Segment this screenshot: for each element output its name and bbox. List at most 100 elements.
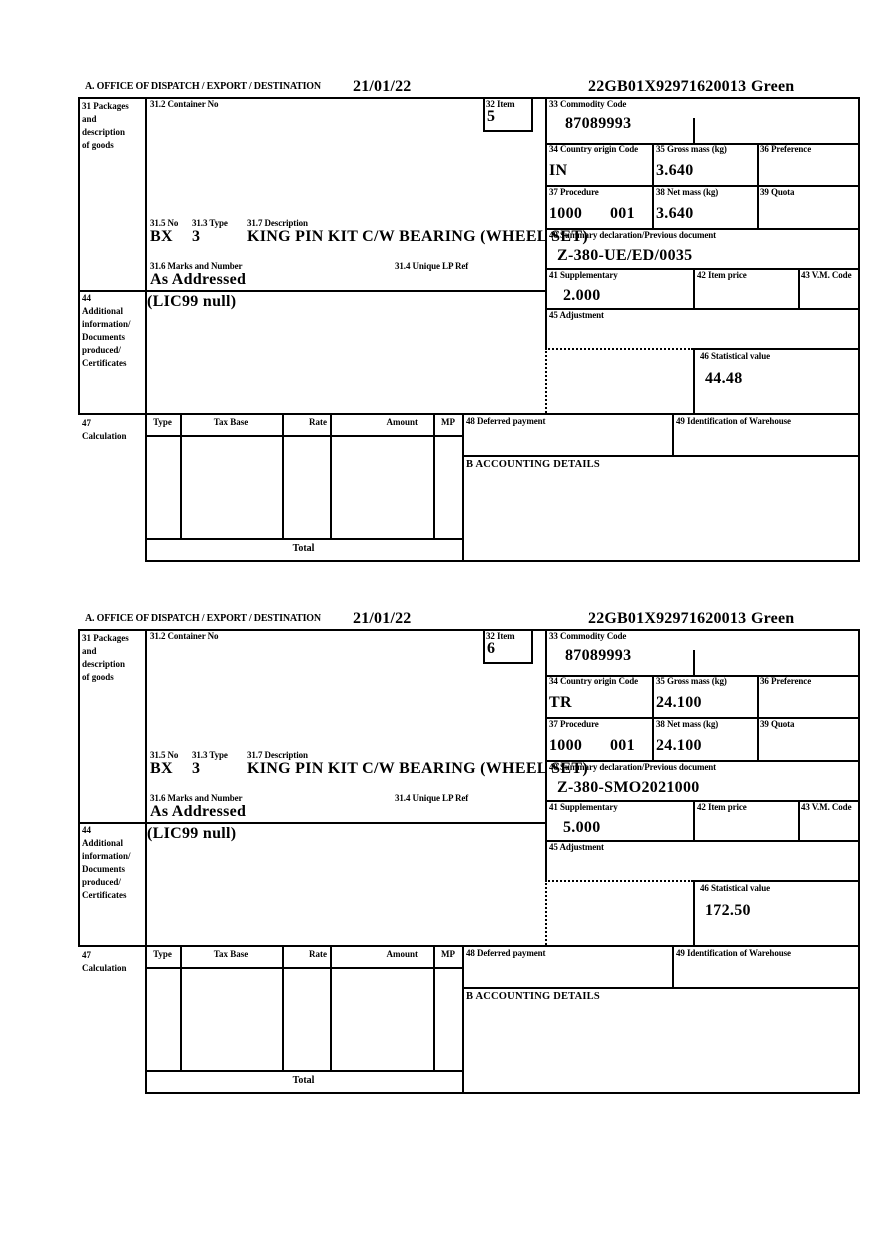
item-number-box xyxy=(483,97,533,132)
gross-mass-label: 35 Gross mass (kg) xyxy=(656,676,727,686)
rate-column-border xyxy=(330,945,332,1072)
amount-column-border xyxy=(433,945,435,1072)
table-header-bottom-border xyxy=(145,967,464,969)
total-label: Total xyxy=(292,543,315,554)
box46-top-border xyxy=(693,880,860,882)
marks-and-number-label: 31.6 Marks and Number xyxy=(150,793,243,803)
table-right-border xyxy=(462,945,464,1094)
box48-49-divider xyxy=(672,413,674,455)
column-header-amount: Amount xyxy=(386,417,418,427)
box47-label: 47 Calculation xyxy=(82,950,127,973)
item-price-label: 42 Item price xyxy=(697,270,747,280)
commodity-code-divider xyxy=(693,118,695,143)
box35-36-divider xyxy=(757,675,759,760)
additional-info-value: (LIC99 null) xyxy=(147,825,237,842)
box46-left-border xyxy=(693,348,695,413)
box48-49-divider xyxy=(672,945,674,987)
container-no-label: 31.2 Container No xyxy=(150,631,219,641)
box44-label: 44 Additional information/ Documents pro… xyxy=(82,293,131,368)
adjustment-label: 45 Adjustment xyxy=(549,310,604,320)
box41-row-bottom-border xyxy=(545,840,860,842)
country-origin-label: 34 Country origin Code xyxy=(549,144,639,154)
table-right-border xyxy=(462,413,464,562)
gross-mass-value: 24.100 xyxy=(656,694,702,711)
previous-document-label: 40 Summary declaration/Previous document xyxy=(549,762,717,772)
column-header-mp: MP xyxy=(441,949,455,959)
section-bottom-border xyxy=(145,1092,860,1094)
item-number-box xyxy=(483,629,533,664)
column-header-rate: Rate xyxy=(309,417,327,427)
rate-column-border xyxy=(330,413,332,540)
item-number-value: 6 xyxy=(487,640,496,657)
package-type-value: 3 xyxy=(192,760,201,777)
procedure-value: 1000 xyxy=(549,737,583,754)
package-type-label: 31.3 Type xyxy=(192,218,228,228)
commodity-code-value: 87089993 xyxy=(565,647,632,664)
package-type-value: 3 xyxy=(192,228,201,245)
box40-bottom-border xyxy=(545,268,860,270)
procedure-value: 1000 xyxy=(549,205,583,222)
procedure-label: 37 Procedure xyxy=(549,719,599,729)
gross-mass-label: 35 Gross mass (kg) xyxy=(656,144,727,154)
preference-label: 36 Preference xyxy=(760,676,812,686)
marks-value: As Addressed xyxy=(150,271,247,288)
supplementary-value: 2.000 xyxy=(563,287,601,304)
accounting-right-border xyxy=(858,413,860,562)
adjustment-dotted-bottom-border xyxy=(545,348,693,350)
box47-label: 47 Calculation xyxy=(82,418,127,441)
box34-row-bottom-border xyxy=(545,185,860,187)
gross-mass-value: 3.640 xyxy=(656,162,694,179)
item-number-value: 5 xyxy=(487,108,496,125)
box35-36-divider xyxy=(757,143,759,228)
previous-document-value: Z-380-SMO2021000 xyxy=(557,779,700,796)
procedure-2-value: 001 xyxy=(610,205,635,222)
right-column-divider xyxy=(545,97,547,348)
adjustment-dotted-left-border xyxy=(545,880,547,945)
statistical-value-label: 46 Statistical value xyxy=(700,351,770,361)
box31-label: 31 Packages and description of goods xyxy=(82,633,129,682)
total-label: Total xyxy=(292,1075,315,1086)
quota-label: 39 Quota xyxy=(760,719,795,729)
country-origin-value: TR xyxy=(549,694,572,711)
movement-reference-number: 22GB01X92971620013 xyxy=(588,78,747,95)
section-bottom-border xyxy=(145,560,860,562)
box41-42-divider xyxy=(693,268,695,308)
accounting-right-border xyxy=(858,945,860,1094)
deferred-payment-label: 48 Deferred payment xyxy=(466,948,546,958)
column-header-type: Type xyxy=(153,949,172,959)
box44-label: 44 Additional information/ Documents pro… xyxy=(82,825,131,900)
box37-row-bottom-border xyxy=(545,760,860,762)
adjustment-label: 45 Adjustment xyxy=(549,842,604,852)
quota-label: 39 Quota xyxy=(760,187,795,197)
box40-bottom-border xyxy=(545,800,860,802)
box41-row-bottom-border xyxy=(545,308,860,310)
taxbase-column-border xyxy=(282,413,284,540)
vm-code-label: 43 V.M. Code xyxy=(801,802,852,812)
accounting-details-label: B ACCOUNTING DETAILS xyxy=(466,991,600,1002)
amount-column-border xyxy=(433,413,435,540)
box42-43-divider xyxy=(798,800,800,840)
marks-bottom-border xyxy=(78,822,545,824)
declaration-item-section: A. OFFICE OF DISPATCH / EXPORT / DESTINA… xyxy=(78,78,862,564)
supplementary-value: 5.000 xyxy=(563,819,601,836)
column-header-tax-base: Tax Base xyxy=(213,417,249,427)
declaration-item-section: A. OFFICE OF DISPATCH / EXPORT / DESTINA… xyxy=(78,610,862,1096)
adjustment-dotted-bottom-border xyxy=(545,880,693,882)
adjustment-dotted-left-border xyxy=(545,348,547,413)
box41-42-divider xyxy=(693,800,695,840)
goods-description-value: KING PIN KIT C/W BEARING (WHEEL SET) xyxy=(247,760,588,777)
type-column-border xyxy=(180,413,182,540)
table-header-bottom-border xyxy=(145,435,464,437)
type-column-border xyxy=(180,945,182,1072)
description-label: 31.7 Description xyxy=(247,218,308,228)
marks-and-number-label: 31.6 Marks and Number xyxy=(150,261,243,271)
movement-reference-number: 22GB01X92971620013 xyxy=(588,610,747,627)
vm-code-label: 43 V.M. Code xyxy=(801,270,852,280)
col31-divider xyxy=(145,629,147,947)
commodity-code-label: 33 Commodity Code xyxy=(549,631,627,641)
previous-document-label: 40 Summary declaration/Previous document xyxy=(549,230,717,240)
declaration-date: 21/01/22 xyxy=(353,78,412,95)
net-mass-label: 38 Net mass (kg) xyxy=(656,187,719,197)
package-type-label: 31.3 Type xyxy=(192,750,228,760)
deferred-payment-label: 48 Deferred payment xyxy=(466,416,546,426)
